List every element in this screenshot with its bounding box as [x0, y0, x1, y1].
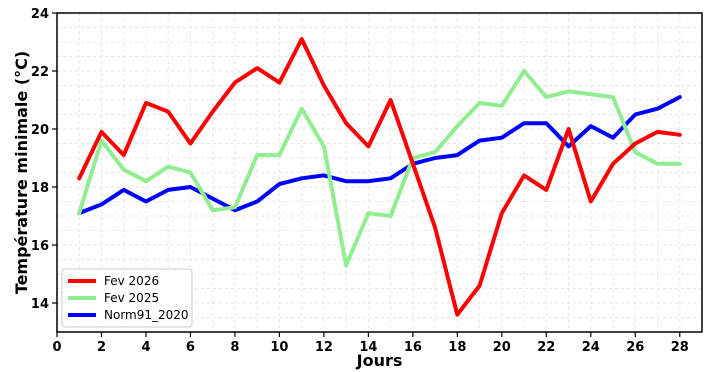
y-tick-label: 16: [31, 239, 49, 254]
x-tick-label: 16: [404, 340, 422, 355]
x-tick-label: 2: [97, 340, 106, 355]
x-tick-label: 20: [493, 340, 511, 355]
series-lines: [77, 37, 682, 317]
series-line-fev-2025: [77, 69, 682, 268]
legend-label: Fev 2026: [104, 274, 159, 288]
y-tick-label: 14: [31, 297, 49, 312]
x-tick-label: 10: [270, 340, 288, 355]
y-tick-label: 24: [31, 7, 49, 22]
y-tick-label: 18: [31, 181, 49, 196]
x-tick-label: 6: [186, 340, 195, 355]
series-line-fev-2026: [77, 37, 682, 317]
x-tick-label: 12: [315, 340, 333, 355]
x-tick-label: 8: [230, 340, 239, 355]
x-tick-label: 4: [141, 340, 150, 355]
y-tick-label: 20: [31, 123, 49, 138]
x-tick-label: 18: [448, 340, 466, 355]
plot-frame: [56, 12, 703, 333]
x-tick-label: 0: [52, 340, 61, 355]
legend-label: Norm91_2020: [104, 308, 189, 322]
y-tick-label: 22: [31, 65, 49, 80]
series-line-norm91-2020: [77, 95, 682, 216]
x-tick-label: 28: [671, 340, 689, 355]
x-tick-label: 14: [359, 340, 377, 355]
x-tick-label: 26: [626, 340, 644, 355]
x-tick-label: 22: [537, 340, 555, 355]
legend-label: Fev 2025: [104, 291, 159, 305]
legend: Fev 2026 Fev 2025 Norm91_2020: [61, 268, 193, 328]
x-axis-title: Jours: [356, 351, 403, 370]
x-tick-label: 24: [582, 340, 600, 355]
y-axis-title: Température minimale (°C): [12, 51, 31, 294]
legend-box: [61, 268, 193, 328]
